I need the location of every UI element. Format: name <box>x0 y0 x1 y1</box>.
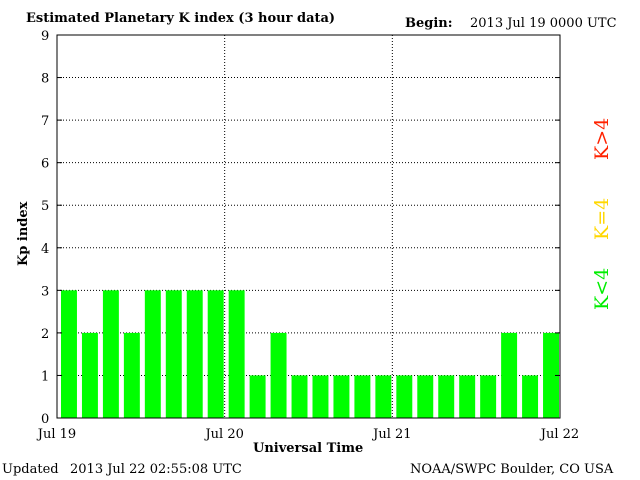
begin-value: 2013 Jul 19 0000 UTC <box>470 16 617 31</box>
legend-low: K<4 <box>591 268 613 310</box>
kp-bar <box>438 375 455 418</box>
legend-high: K>4 <box>591 118 613 160</box>
x-tick-label: Jul 19 <box>36 427 76 442</box>
x-tick-label: Jul 21 <box>371 427 411 442</box>
kp-bar <box>333 375 350 418</box>
kp-bar <box>543 332 559 418</box>
source-label: NOAA/SWPC Boulder, CO USA <box>410 462 614 477</box>
y-tick-label: 9 <box>41 29 49 44</box>
updated-value: 2013 Jul 22 02:55:08 UTC <box>70 462 242 477</box>
kp-bar <box>165 290 182 418</box>
kp-bar <box>186 290 203 418</box>
kp-bar <box>396 375 413 418</box>
begin-label: Begin: <box>405 16 453 31</box>
kp-bar <box>354 375 371 418</box>
kp-bar <box>207 290 224 418</box>
kp-bar <box>480 375 497 418</box>
kp-bar <box>144 290 161 418</box>
kp-bar <box>270 332 287 418</box>
kp-bar <box>81 332 98 418</box>
y-tick-label: 8 <box>41 72 49 87</box>
kp-bar <box>522 375 539 418</box>
y-tick-label: 6 <box>41 157 49 172</box>
kp-bar <box>123 332 140 418</box>
kp-bar <box>312 375 329 418</box>
kp-bar <box>417 375 434 418</box>
y-tick-label: 2 <box>41 327 49 342</box>
y-tick-label: 0 <box>41 412 49 427</box>
chart-title: Estimated Planetary K index (3 hour data… <box>26 11 335 26</box>
y-axis-label: Kp index <box>16 201 31 266</box>
kp-bar <box>228 290 245 418</box>
y-tick-label: 3 <box>41 284 49 299</box>
kp-bar <box>249 375 266 418</box>
updated-label: Updated <box>2 462 59 477</box>
x-axis-label: Universal Time <box>253 441 363 456</box>
x-tick-label: Jul 22 <box>539 427 579 442</box>
kp-bar <box>291 375 308 418</box>
y-tick-label: 7 <box>41 114 49 129</box>
kp-bar <box>61 290 77 418</box>
y-tick-label: 1 <box>41 369 49 384</box>
plot-frame <box>56 34 561 419</box>
kp-bar <box>501 332 518 418</box>
y-tick-label: 4 <box>41 242 49 257</box>
legend-equal: K=4 <box>591 198 613 240</box>
kp-bar <box>375 375 392 418</box>
x-tick-label: Jul 20 <box>203 427 243 442</box>
kp-bar <box>102 290 119 418</box>
y-tick-label: 5 <box>41 199 49 214</box>
kp-bar <box>459 375 476 418</box>
